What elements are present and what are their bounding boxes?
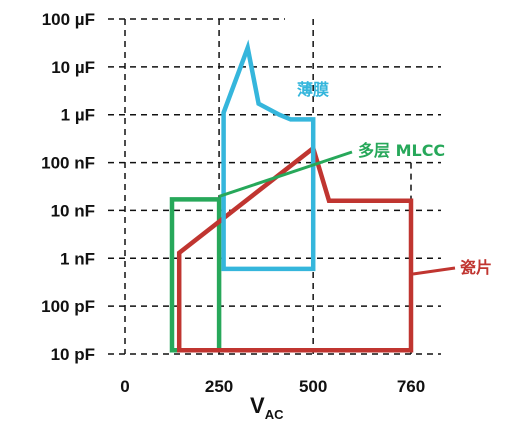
y-tick-label: 100 pF — [41, 297, 95, 316]
y-tick-label: 10 nF — [51, 201, 95, 220]
grid — [108, 18, 441, 355]
mlcc-leader-line — [218, 150, 353, 198]
x-tick-label: 0 — [120, 377, 129, 396]
y-tick-label: 10 µF — [51, 58, 95, 77]
x-tick-labels: 0 250 500 760 — [120, 377, 425, 396]
ceramic-disc-series — [176, 144, 414, 353]
film-series — [221, 39, 316, 272]
mlcc-label: 多层 MLCC — [358, 141, 445, 160]
x-tick-label: 250 — [205, 377, 233, 396]
x-tick-label: 760 — [397, 377, 425, 396]
y-tick-label: 10 pF — [51, 345, 95, 364]
y-tick-label: 1 µF — [61, 106, 95, 125]
y-tick-label: 100 µF — [42, 10, 95, 29]
x-axis-label: VAC — [250, 393, 284, 422]
y-tick-label: 1 nF — [60, 249, 95, 268]
ceramic-leader-line — [412, 266, 456, 276]
ceramic-label: 瓷片 — [460, 258, 492, 277]
y-tick-label: 100 nF — [41, 154, 95, 173]
y-tick-labels: 10 pF 100 pF 1 nF 10 nF 100 nF 1 µF 10 µF 100 µ… — [41, 10, 95, 364]
x-tick-label: 500 — [299, 377, 327, 396]
series-shapes — [169, 39, 414, 353]
film-label: 薄膜 — [297, 80, 329, 99]
